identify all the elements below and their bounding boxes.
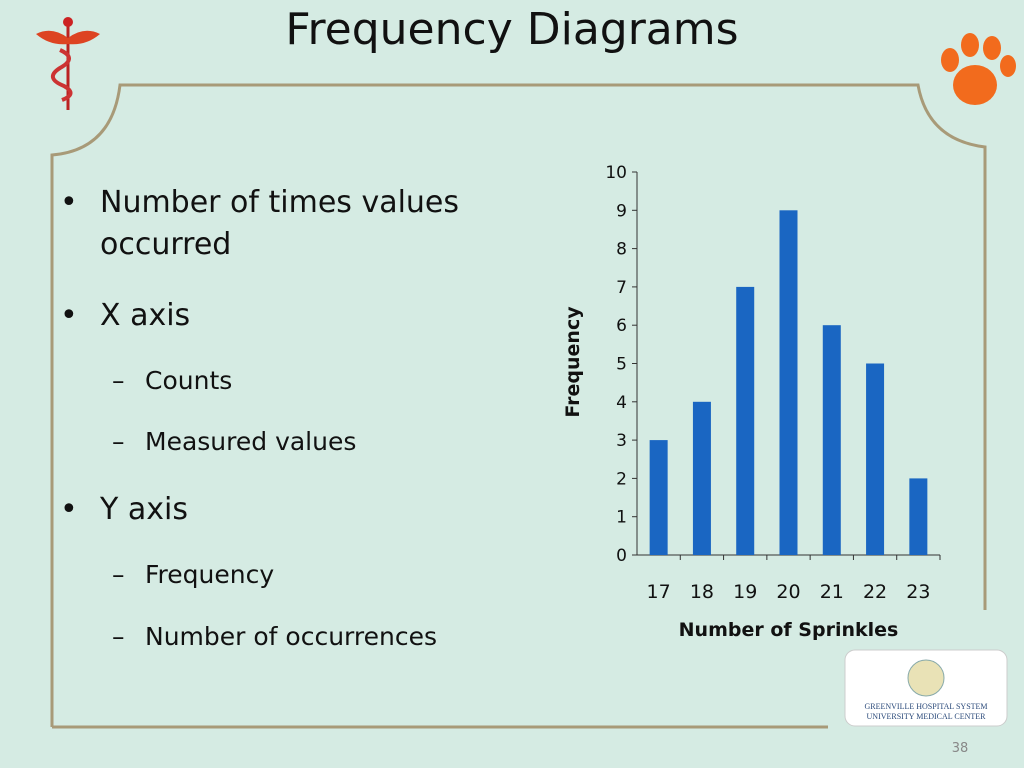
y-axis-label: Frequency [562, 306, 584, 418]
bullet: Counts [112, 360, 525, 402]
bar [736, 286, 755, 555]
y-tick-label: 2 [616, 469, 627, 489]
y-tick-label: 6 [616, 316, 627, 336]
y-tick-label: 10 [605, 163, 627, 183]
slide-title: Frequency Diagrams [285, 4, 738, 55]
bar [692, 401, 711, 555]
logo-line: UNIVERSITY MEDICAL CENTER [867, 712, 987, 721]
y-tick-label: 1 [616, 508, 627, 528]
x-tick-label: 23 [906, 581, 930, 603]
slide-number: 38 [952, 741, 969, 756]
logo-line: GREENVILLE HOSPITAL SYSTEM [864, 702, 987, 711]
x-tick-label: 18 [690, 581, 714, 603]
caduceus-icon [36, 17, 100, 110]
y-tick-label: 5 [616, 355, 627, 375]
bullet: X axis [60, 295, 520, 337]
x-tick-label: 17 [647, 581, 671, 603]
y-tick-label: 0 [616, 546, 627, 566]
bullet: Measured values [112, 421, 525, 463]
y-tick-label: 8 [616, 240, 627, 260]
y-tick-label: 4 [616, 393, 627, 413]
bar [909, 478, 928, 555]
bullet: Y axis [60, 489, 520, 531]
bar [779, 210, 798, 556]
bullet: Frequency [112, 554, 525, 596]
bar [822, 325, 841, 555]
x-tick-label: 22 [863, 581, 887, 603]
y-tick-label: 9 [616, 201, 627, 221]
logo-emblem [907, 659, 945, 697]
frame [50, 83, 987, 727]
x-axis-label: Number of Sprinkles [679, 619, 899, 641]
y-tick-label: 7 [616, 278, 627, 298]
paw-icon [941, 33, 1016, 105]
bullet: Number of times values occurred [60, 182, 520, 266]
x-tick-label: 21 [820, 581, 844, 603]
x-tick-label: 20 [776, 581, 800, 603]
y-tick-label: 3 [616, 431, 627, 451]
bar [649, 440, 668, 555]
bullet: Number of occurrences [112, 616, 525, 658]
x-tick-label: 19 [733, 581, 757, 603]
bar [866, 363, 885, 555]
